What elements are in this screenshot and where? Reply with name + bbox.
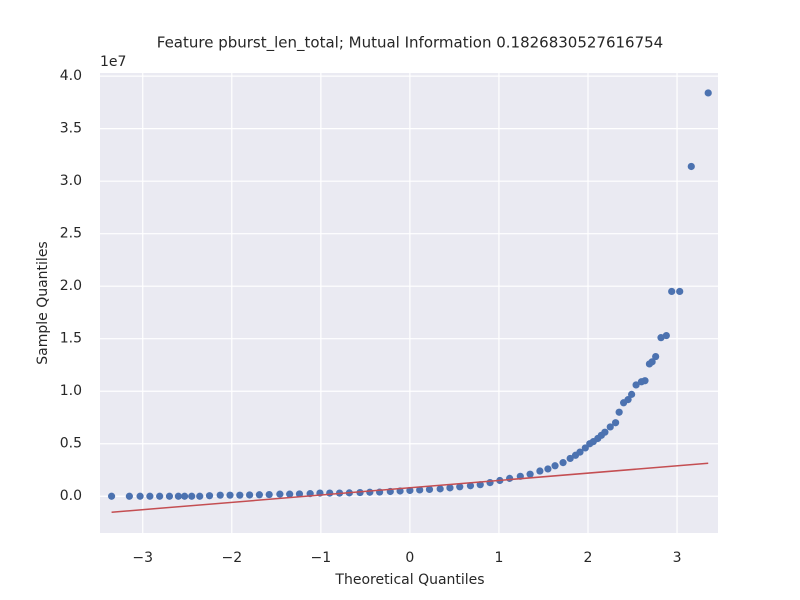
data-point — [466, 482, 475, 490]
data-point — [196, 492, 204, 500]
x-tick-label: 2 — [584, 550, 593, 566]
data-point — [226, 491, 234, 499]
data-point — [416, 486, 424, 494]
data-point — [205, 492, 214, 500]
data-point — [606, 423, 614, 431]
data-point — [476, 481, 484, 489]
data-point — [180, 492, 189, 500]
data-point — [559, 459, 567, 467]
y-tick-label: 3.0 — [60, 173, 82, 189]
data-point — [624, 396, 632, 404]
data-point — [425, 485, 434, 494]
data-point — [286, 490, 294, 498]
data-point — [648, 358, 656, 366]
y-offset-label: 1e7 — [100, 54, 126, 70]
data-point — [295, 490, 304, 498]
data-point — [156, 492, 164, 500]
data-point — [255, 491, 263, 499]
data-point — [436, 485, 444, 493]
y-tick-label: 1.0 — [60, 383, 82, 399]
x-axis-label: Theoretical Quantiles — [334, 572, 484, 588]
x-tick-label: 3 — [673, 550, 682, 566]
y-axis-label: Sample Quantiles — [35, 241, 51, 364]
data-point — [174, 492, 182, 500]
y-tick-label: 0.0 — [60, 488, 82, 504]
x-tick-label: 1 — [494, 550, 503, 566]
data-point — [615, 408, 623, 416]
data-point — [662, 331, 670, 340]
data-point — [146, 492, 154, 500]
x-tick-label: −2 — [221, 550, 242, 566]
data-point — [216, 491, 224, 499]
data-point — [641, 377, 649, 385]
plot-area — [100, 73, 718, 533]
data-point — [456, 483, 464, 491]
x-tick-label: 0 — [405, 550, 414, 566]
data-point — [506, 474, 514, 482]
data-point — [536, 467, 544, 475]
data-point — [406, 486, 414, 495]
data-point — [265, 490, 273, 499]
data-point — [544, 465, 552, 473]
data-point — [246, 491, 254, 499]
data-point — [611, 419, 620, 427]
data-point — [236, 491, 244, 499]
data-point — [668, 287, 676, 296]
data-point — [566, 454, 574, 463]
y-tick-label: 0.5 — [60, 436, 82, 452]
data-point — [366, 488, 374, 496]
data-point — [676, 287, 684, 296]
data-point — [576, 448, 584, 456]
fit-line — [111, 462, 709, 513]
data-point — [165, 492, 174, 500]
y-tick-label: 1.5 — [60, 331, 82, 347]
data-point — [526, 470, 534, 478]
x-tick-label: −1 — [311, 550, 332, 566]
data-point — [125, 492, 133, 500]
data-point — [601, 428, 609, 436]
marks — [107, 89, 712, 513]
data-point — [326, 489, 334, 497]
x-tick-label: −3 — [132, 550, 153, 566]
data-point — [136, 492, 144, 500]
data-point — [652, 352, 660, 361]
data-point — [632, 381, 640, 389]
y-tick-label: 4.0 — [60, 68, 82, 84]
data-point — [486, 478, 494, 487]
data-point — [704, 89, 712, 97]
data-point — [107, 492, 116, 500]
y-tick-label: 2.0 — [60, 278, 82, 294]
y-tick-label: 3.5 — [60, 121, 82, 137]
grid — [100, 73, 718, 533]
chart-title: Feature pburst_len_total; Mutual Informa… — [157, 34, 663, 53]
data-point — [276, 490, 284, 498]
y-tick-label: 2.5 — [60, 226, 82, 242]
data-point — [551, 462, 559, 470]
data-point — [687, 162, 695, 171]
data-point — [628, 390, 636, 398]
data-point — [188, 492, 196, 500]
data-point — [446, 484, 454, 492]
